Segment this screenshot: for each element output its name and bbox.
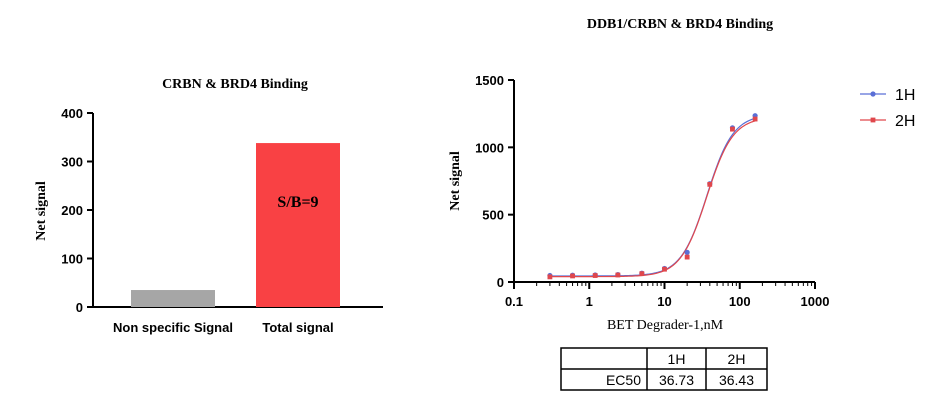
dose-response-point-2h — [752, 116, 758, 122]
bar-chart-y-tick-label: 0 — [76, 300, 83, 315]
bar-chart-title: CRBN & BRD4 Binding — [162, 77, 308, 92]
ec50-table-cell: 36.73 — [659, 372, 694, 388]
dose-response-x-label: BET Degrader-1,nM — [607, 318, 724, 333]
legend-marker-2h — [870, 117, 876, 123]
dose-response-curve-2h — [549, 120, 756, 278]
dose-response-point-2h — [570, 273, 575, 279]
bar-chart-y-tick-label: 100 — [61, 252, 83, 267]
dose-response-chart: DDB1/CRBN & BRD4 Binding Net signal BET … — [448, 17, 915, 391]
dose-response-point-1h — [684, 249, 690, 255]
dose-response-title: DDB1/CRBN & BRD4 Binding — [587, 17, 773, 32]
bar-chart-x-tick-label: Total signal — [262, 320, 333, 335]
dose-response-point-2h — [615, 272, 621, 278]
ec50-table-header-cell: 1H — [668, 351, 686, 367]
dose-response-ticks: 0 500 1000 1500 0.1 1 10 100 1000 — [475, 73, 829, 309]
bar-chart-bar — [256, 143, 340, 307]
dose-response-y-tick-label: 0 — [497, 275, 504, 290]
dose-response-x-tick-label: 100 — [729, 294, 751, 309]
bar-chart-bars: S/B=9 — [131, 143, 340, 307]
legend-marker-1h — [870, 91, 876, 97]
legend-label-1h: 1H — [895, 87, 915, 104]
dose-response-y-tick-label: 1000 — [475, 140, 504, 155]
dose-response-legend: 1H 2H — [860, 87, 915, 130]
dose-response-x-tick-label: 1000 — [801, 294, 830, 309]
dose-response-point-2h — [662, 266, 667, 272]
dose-response-curves — [549, 117, 756, 278]
bar-chart-annotation: S/B=9 — [277, 194, 318, 211]
dose-response-x-tick-label: 0.1 — [505, 294, 523, 309]
bar-chart-y-label: Net signal — [34, 181, 49, 241]
ec50-table-cell: EC50 — [606, 372, 641, 388]
ec50-table-cell: 36.43 — [719, 372, 754, 388]
dose-response-y-label: Net signal — [448, 151, 463, 211]
bar-chart-y-tick-label: 300 — [61, 155, 83, 170]
ec50-table-header-cell: 2H — [728, 351, 746, 367]
bar-chart-y-tick-label: 400 — [61, 106, 83, 121]
dose-response-curve-1h — [549, 117, 756, 277]
bar-chart-bar — [131, 290, 215, 307]
dose-response-y-tick-label: 1500 — [475, 73, 504, 88]
dose-response-point-2h — [592, 273, 598, 278]
dose-response-x-tick-label: 1 — [586, 294, 593, 309]
bar-chart-y-tick-label: 200 — [61, 203, 83, 218]
ec50-table: 1H 2H EC50 36.73 36.43 — [560, 347, 768, 391]
dose-response-point-2h — [730, 126, 735, 132]
dose-response-points — [547, 113, 758, 280]
dose-response-x-tick-label: 10 — [657, 294, 671, 309]
dose-response-axes — [513, 80, 815, 283]
bar-chart-x-tick-label: Non specific Signal — [113, 320, 233, 335]
legend-label-2h: 2H — [895, 113, 915, 130]
dose-response-point-2h — [707, 181, 713, 187]
bar-chart: CRBN & BRD4 Binding Net signal S/B=9 0 10… — [34, 77, 383, 335]
bar-chart-ticks: 0 100 200 300 400 Non specific Signal Total si… — [61, 106, 333, 335]
dose-response-y-tick-label: 500 — [482, 208, 504, 223]
dose-response-point-2h — [684, 254, 690, 260]
dose-response-point-2h — [639, 271, 645, 277]
dose-response-point-2h — [547, 274, 553, 280]
